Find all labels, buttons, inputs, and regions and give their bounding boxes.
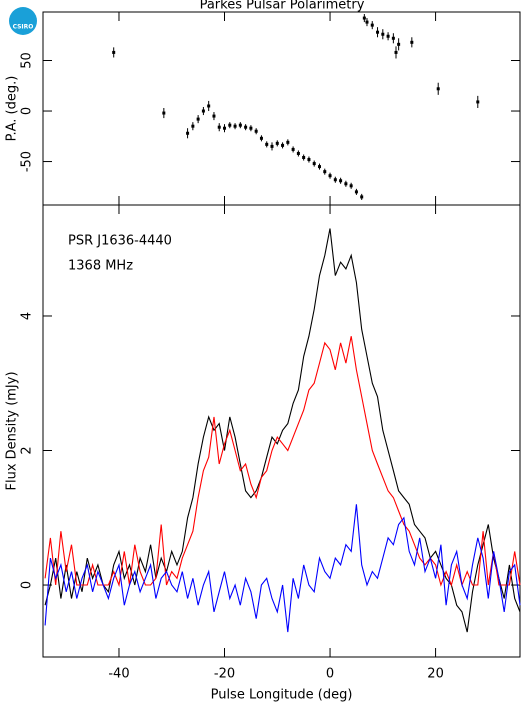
annotation: PSR J1636-4440 — [68, 234, 172, 249]
point — [381, 32, 385, 36]
annotation: 1368 MHz — [68, 259, 133, 274]
point — [291, 147, 295, 151]
point — [196, 117, 200, 121]
plot-frame — [42, 204, 521, 658]
point — [296, 151, 300, 155]
profile-line — [44, 228, 521, 633]
point — [323, 170, 327, 174]
y-tick-label: 4 — [20, 312, 35, 320]
point — [476, 100, 480, 104]
x-tick-label: -20 — [214, 667, 235, 682]
x-axis-label: Pulse Longitude (deg) — [211, 688, 353, 703]
point — [259, 136, 263, 140]
point — [186, 131, 190, 135]
point — [223, 126, 227, 130]
point — [312, 162, 316, 166]
point — [207, 104, 211, 108]
point — [238, 123, 242, 127]
point — [307, 158, 311, 162]
y-axis-label: P.A. (deg.) — [5, 76, 20, 142]
point — [162, 111, 166, 115]
point — [349, 184, 353, 188]
x-tick-label: -40 — [108, 667, 129, 682]
point — [436, 87, 440, 91]
point — [317, 165, 321, 169]
chart-title: Parkes Pulsar Polarimetry — [200, 0, 365, 13]
point — [344, 182, 348, 186]
logo-badge — [9, 7, 37, 35]
point — [410, 40, 414, 44]
y-tick-label: 0 — [20, 107, 35, 115]
point — [281, 143, 285, 147]
point — [270, 144, 274, 148]
logo-text: CSIRO — [13, 24, 34, 31]
point — [397, 42, 401, 46]
point — [370, 23, 374, 27]
point — [201, 109, 205, 113]
point — [212, 114, 216, 118]
point — [275, 141, 279, 145]
point — [244, 125, 248, 129]
profile-line — [44, 336, 521, 588]
point — [228, 123, 232, 127]
point — [217, 125, 221, 129]
point — [328, 174, 332, 178]
y-tick-label: -50 — [20, 151, 35, 172]
plot-frame — [42, 11, 521, 206]
y-tick-label: 2 — [20, 446, 35, 454]
y-axis-label: Flux Density (mJy) — [5, 371, 20, 490]
point — [286, 140, 290, 144]
point — [339, 179, 343, 183]
point — [394, 50, 398, 54]
x-tick-label: 20 — [427, 667, 444, 682]
point — [249, 126, 253, 130]
point — [362, 16, 366, 20]
point — [191, 124, 195, 128]
y-tick-label: 0 — [20, 581, 35, 589]
point — [254, 129, 258, 133]
point — [265, 142, 269, 146]
point — [365, 20, 369, 24]
point — [386, 34, 390, 38]
point — [302, 156, 306, 160]
x-tick-label: 0 — [326, 667, 334, 682]
point — [354, 190, 358, 194]
point — [233, 124, 237, 128]
point — [112, 50, 116, 54]
y-tick-label: 50 — [20, 52, 35, 69]
profile-line — [44, 504, 521, 633]
point — [376, 30, 380, 34]
point — [360, 195, 364, 199]
point — [333, 178, 337, 182]
point — [391, 36, 395, 40]
